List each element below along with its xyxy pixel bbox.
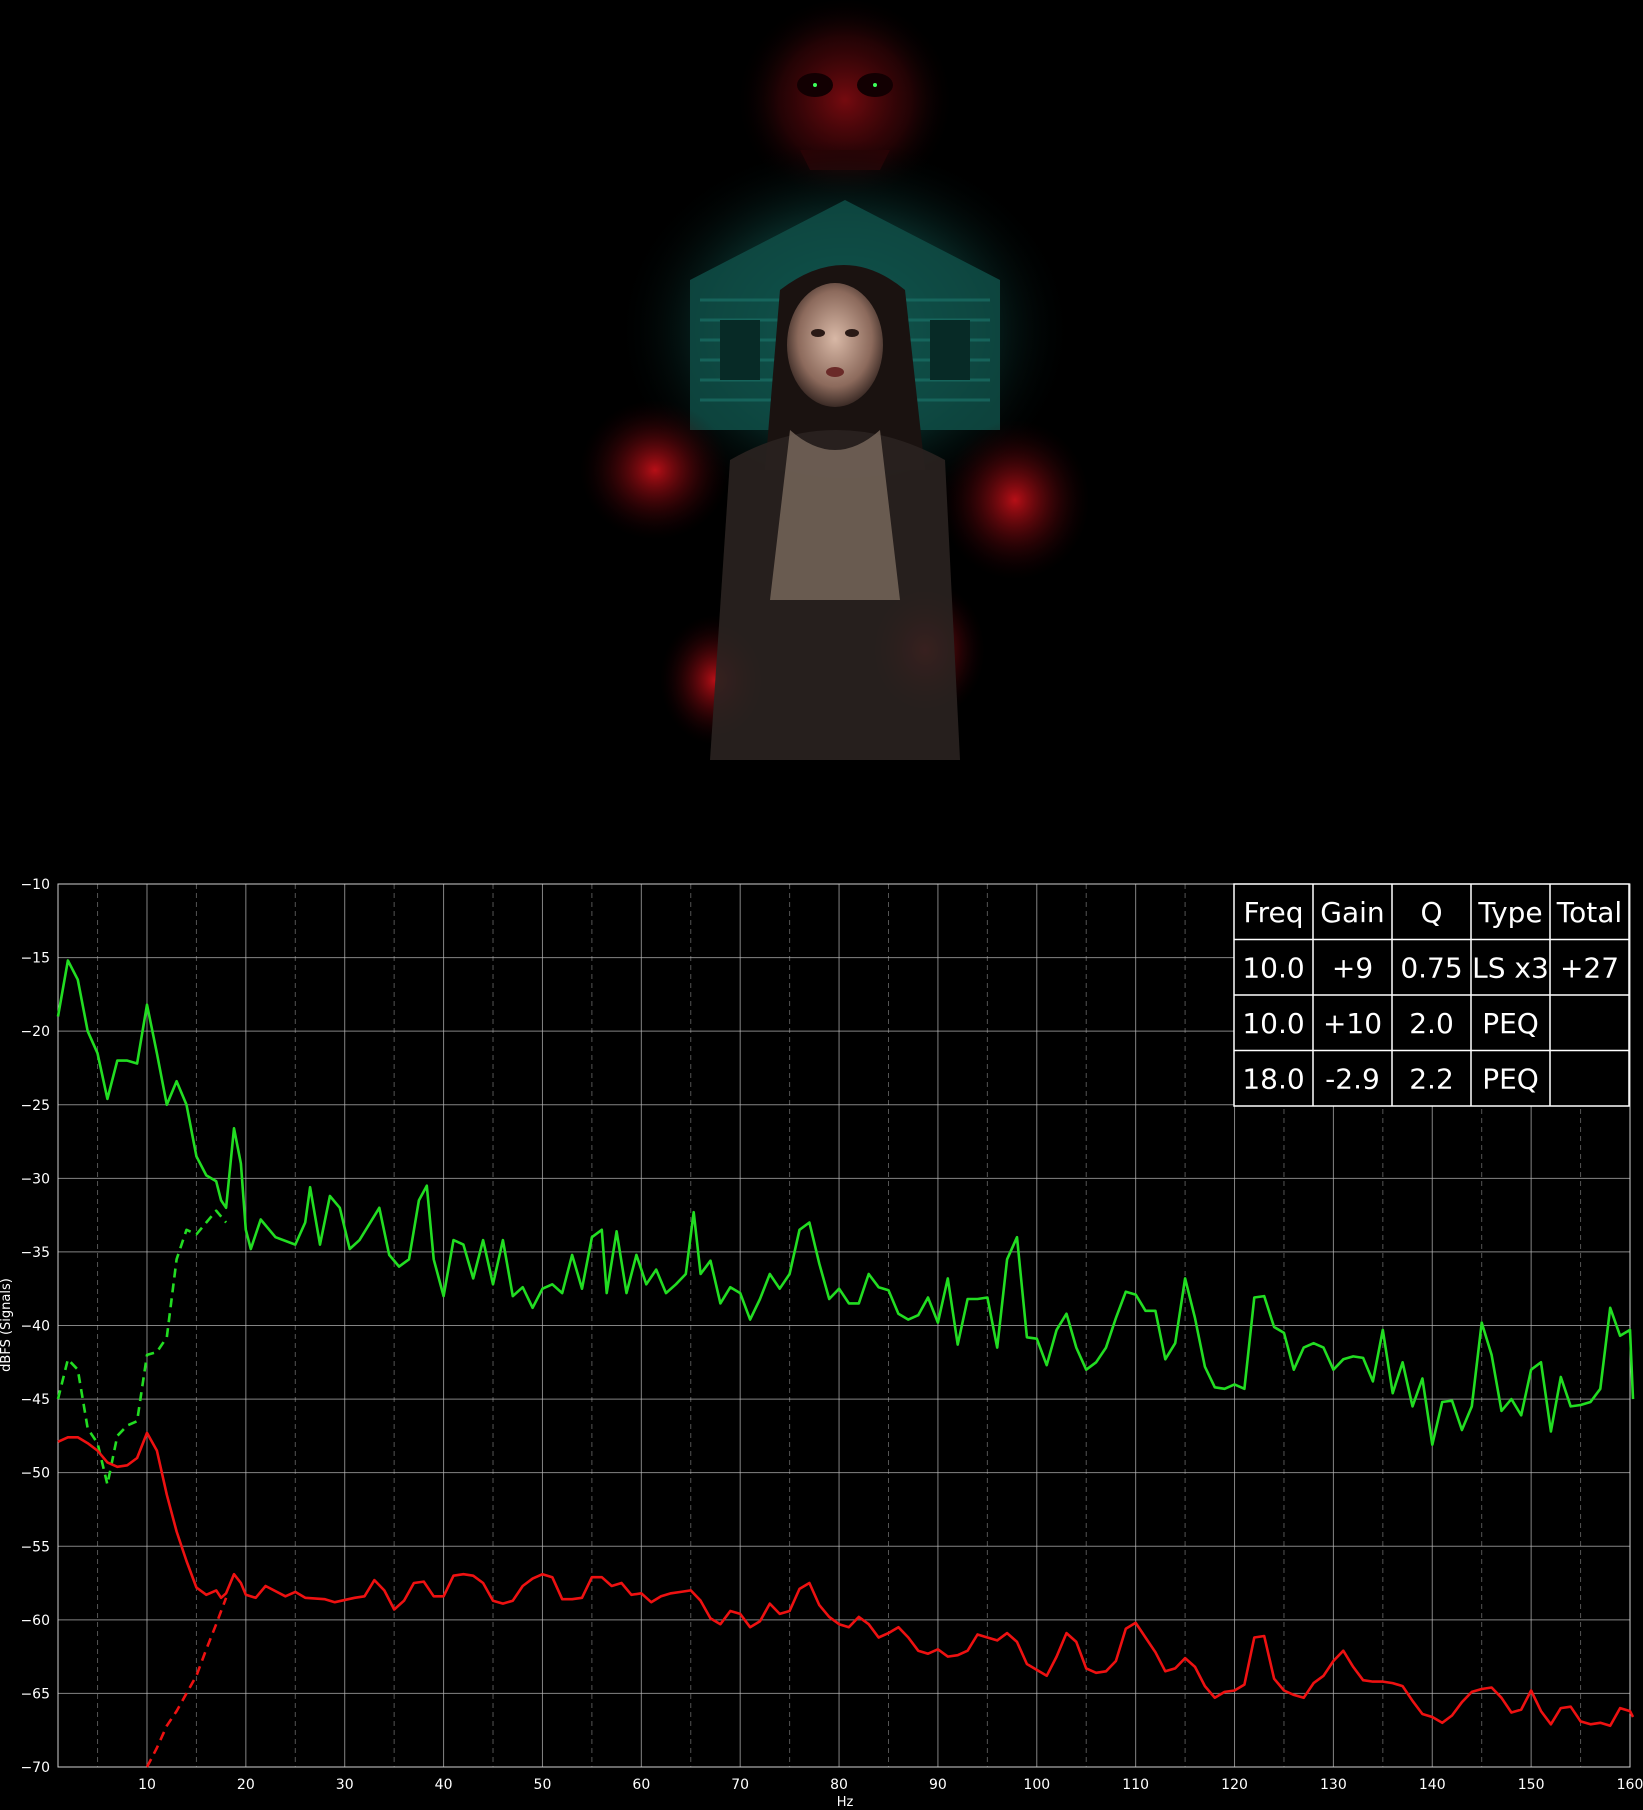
y-tick-label: −25 — [20, 1098, 50, 1114]
table-header-cell: Freq — [1244, 896, 1304, 929]
y-tick-label: −65 — [20, 1686, 50, 1702]
chart-ticks: 10 20 30 40 50 60 70 80 90 100 110 120 130 140 150 160 −… — [20, 877, 1643, 1793]
table-cell: 10.0 — [1242, 951, 1304, 984]
table-cell: +10 — [1323, 1007, 1382, 1040]
table-cell: -2.9 — [1325, 1062, 1380, 1095]
x-tick-label: 10 — [138, 1777, 156, 1793]
x-tick-label: 20 — [237, 1777, 255, 1793]
x-tick-label: 110 — [1122, 1777, 1149, 1793]
table-cell: 18.0 — [1242, 1062, 1304, 1095]
x-tick-label: 80 — [830, 1777, 848, 1793]
x-tick-label: 150 — [1518, 1777, 1545, 1793]
x-tick-label: 100 — [1023, 1777, 1050, 1793]
table-header-cell: Type — [1477, 896, 1542, 929]
x-tick-label: 120 — [1221, 1777, 1248, 1793]
x-axis-label: Hz — [837, 1795, 854, 1810]
y-tick-label: −35 — [20, 1245, 50, 1261]
series-line-green-solid — [56, 959, 1635, 1446]
y-tick-label: −60 — [20, 1613, 50, 1629]
table-cell: 10.0 — [1242, 1007, 1304, 1040]
series-line-red-solid — [57, 1431, 1635, 1728]
table-cell: PEQ — [1482, 1062, 1539, 1095]
y-tick-label: −50 — [20, 1466, 50, 1482]
y-tick-label: −20 — [20, 1024, 50, 1040]
table-cell: 2.2 — [1409, 1062, 1454, 1095]
series-line-green-dashed — [56, 1209, 228, 1486]
y-tick-label: −30 — [20, 1171, 50, 1187]
table-cell: PEQ — [1482, 1007, 1539, 1040]
y-tick-label: −55 — [20, 1539, 50, 1555]
y-tick-label: −40 — [20, 1319, 50, 1335]
chart-series — [56, 959, 1635, 1768]
table-cell: LS x3 — [1472, 951, 1549, 984]
x-tick-label: 50 — [534, 1777, 552, 1793]
table-header-cell: Total — [1556, 896, 1622, 929]
series-line-red-dashed — [145, 1597, 228, 1768]
movie-poster-image — [580, 0, 1090, 760]
x-tick-label: 130 — [1320, 1777, 1347, 1793]
table-cell: +9 — [1332, 951, 1373, 984]
y-axis-label: dBFS (Signals) — [0, 1278, 14, 1372]
x-tick-label: 160 — [1617, 1777, 1643, 1793]
woman-figure-icon — [710, 265, 960, 760]
x-tick-label: 60 — [632, 1777, 650, 1793]
y-tick-label: −10 — [20, 877, 50, 893]
chart-grid — [57, 883, 1631, 1768]
x-tick-label: 30 — [336, 1777, 354, 1793]
x-tick-label: 40 — [435, 1777, 453, 1793]
table-header-cell: Gain — [1320, 896, 1384, 929]
table-cell: 0.75 — [1400, 951, 1462, 984]
y-tick-label: −15 — [20, 951, 50, 967]
x-tick-label: 140 — [1419, 1777, 1446, 1793]
table-cell: +27 — [1560, 951, 1619, 984]
y-tick-label: −45 — [20, 1392, 50, 1408]
eq-settings-table: Freq Gain Q Type Total 10.0 +9 0.75 LS x3 +27 10.0… — [1233, 883, 1630, 1107]
plot-frame — [57, 883, 1631, 1768]
y-tick-label: −70 — [20, 1760, 50, 1776]
table-cell: 2.0 — [1409, 1007, 1454, 1040]
x-tick-label: 70 — [731, 1777, 749, 1793]
table-header-cell: Q — [1420, 896, 1442, 929]
x-tick-label: 90 — [929, 1777, 947, 1793]
